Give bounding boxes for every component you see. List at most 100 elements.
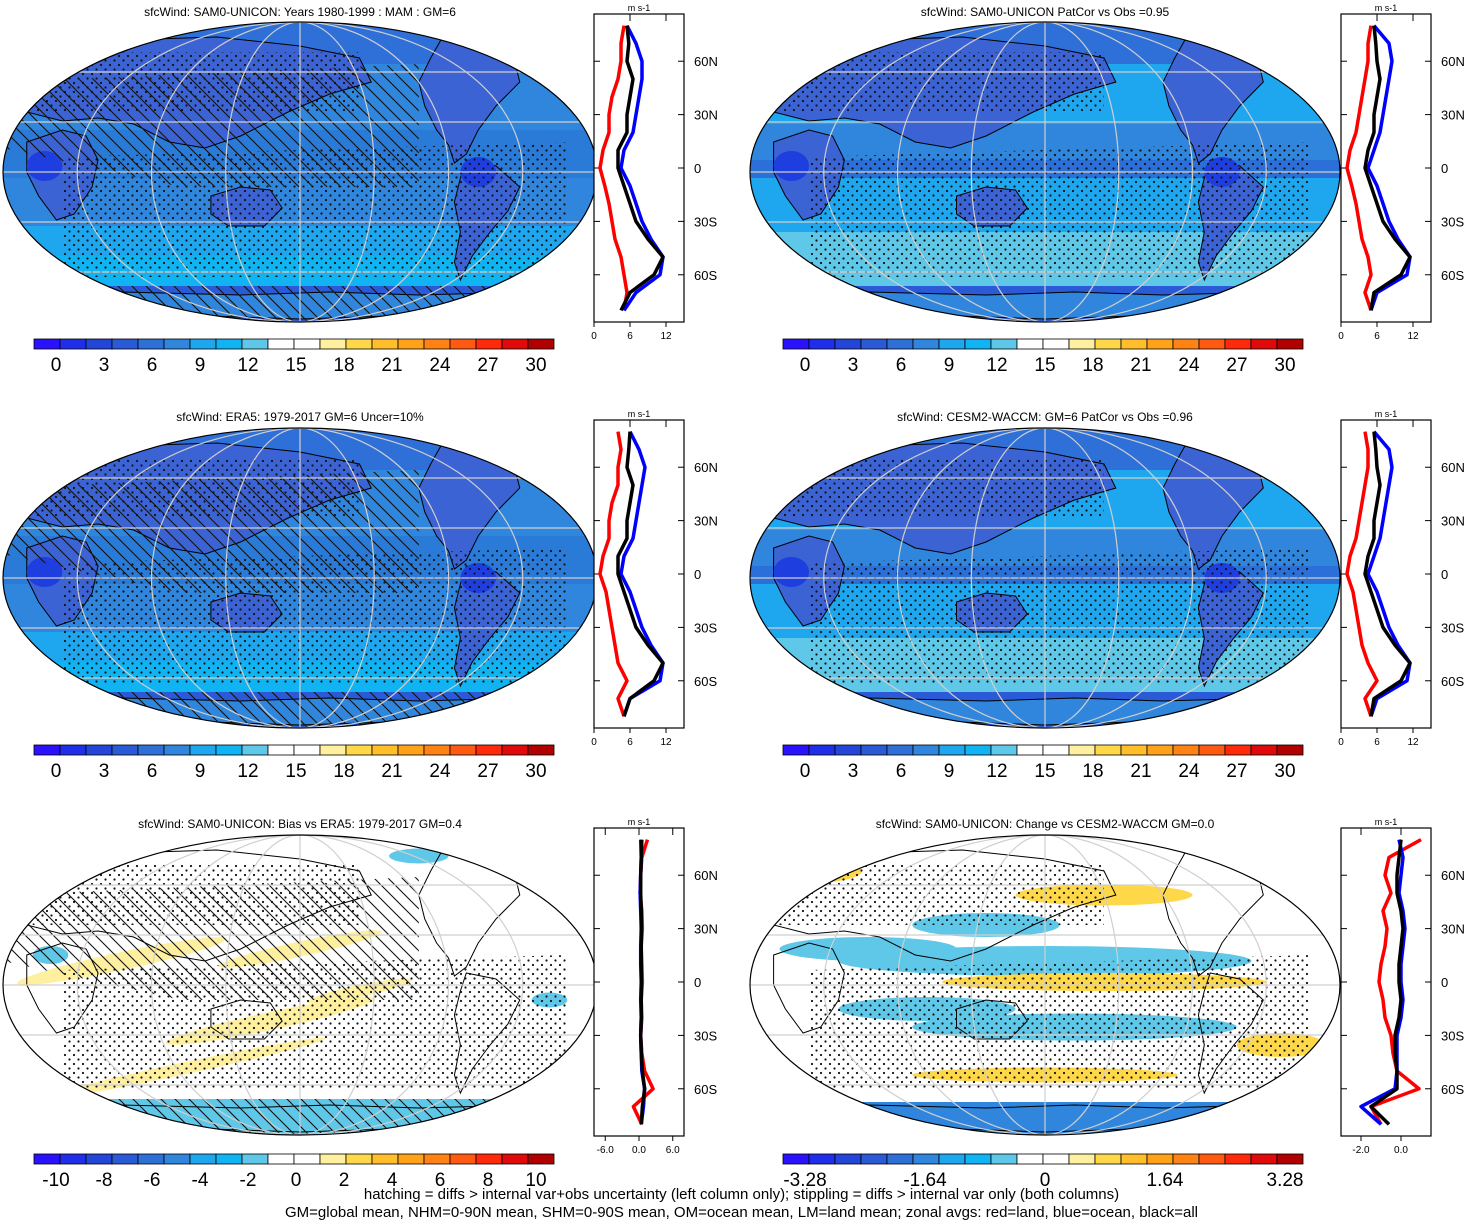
colorbar-swatch	[782, 744, 810, 756]
low-wind-congo	[773, 151, 809, 181]
colorbar-tick-label: 24	[1178, 355, 1200, 376]
zonal-x-tick-label: 12	[660, 737, 672, 748]
colorbar-tick-label: 8	[483, 1170, 494, 1191]
zonal-x-tick-label: 12	[660, 331, 672, 342]
graticule	[750, 835, 1340, 1135]
zonal-x-tick-label: -6.0	[597, 1145, 615, 1156]
zonal-ocean-line	[619, 430, 665, 717]
colorbar-swatch	[423, 1153, 451, 1165]
zonal-average-plot: m s-1 0 6 12 60N 30N 0 30S 60S	[591, 3, 718, 342]
zonal-x-tick-label: 6	[627, 331, 633, 342]
colorbar-swatch	[527, 744, 555, 756]
colorbar-swatch	[111, 744, 139, 756]
colorbar-tick-label: 6	[147, 355, 158, 376]
zonal-latitude-label: 30N	[694, 514, 718, 529]
colorbar: -3.28 -1.64 0 1.64 3.28	[782, 1153, 1304, 1191]
colorbar-swatch	[1068, 338, 1096, 350]
colorbar-swatch	[782, 1153, 810, 1165]
colorbar-swatch	[1198, 744, 1226, 756]
colorbar-tick-label: 4	[387, 1170, 398, 1191]
panel-title: sfcWind: SAM0-UNICON PatCor vs Obs =0.95	[921, 5, 1170, 19]
map	[3, 428, 597, 728]
colorbar-swatch	[1250, 1153, 1278, 1165]
zonal-x-tick-label: 0	[1338, 737, 1344, 748]
zonal-x-tick-label: 0	[1338, 331, 1344, 342]
stippling-region	[62, 142, 568, 277]
colorbar-swatch	[189, 1153, 217, 1165]
map	[750, 835, 1340, 1135]
negative-change-patch	[779, 937, 957, 961]
colorbar-swatch	[345, 1153, 373, 1165]
colorbar-swatch	[1042, 1153, 1070, 1165]
colorbar-swatch	[215, 1153, 243, 1165]
zonal-land-line	[598, 25, 629, 311]
colorbar-swatch	[1146, 744, 1174, 756]
graticule	[3, 22, 597, 322]
colorbar-swatch	[990, 1153, 1018, 1165]
meridian-line	[76, 835, 524, 1135]
panel-2: sfcWind: SAM0-UNICON PatCor vs Obs =0.95…	[749, 3, 1465, 376]
continent-greenland	[1256, 843, 1306, 875]
colorbar-swatch	[886, 1153, 914, 1165]
map	[3, 22, 597, 322]
colorbar-tick-label: 21	[1130, 761, 1151, 782]
colorbar-swatch	[860, 744, 888, 756]
colorbar-swatch	[241, 1153, 269, 1165]
colorbar-swatch	[1094, 744, 1122, 756]
colorbar-tick-label: -4	[192, 1170, 209, 1191]
colorbar-swatch	[527, 1153, 555, 1165]
continent-greenland	[513, 436, 563, 468]
colorbar-tick-label: -6	[144, 1170, 161, 1191]
stippling-region	[62, 955, 568, 1090]
zonal-latitude-label: 60S	[1441, 268, 1464, 283]
colorbar-swatch	[886, 338, 914, 350]
colorbar-swatch	[834, 338, 862, 350]
colorbar-tick-label: -3.28	[783, 1170, 826, 1191]
colorbar-swatch	[1094, 1153, 1122, 1165]
zonal-x-tick-label: 6	[1374, 737, 1380, 748]
colorbar-swatch	[938, 338, 966, 350]
colorbar-tick-label: 18	[1082, 355, 1103, 376]
zonal-x-tick-label: -2.0	[1352, 1145, 1370, 1156]
stippling-region	[32, 52, 360, 112]
colorbar-tick-label: 21	[381, 355, 402, 376]
panel-title: sfcWind: ERA5: 1979-2017 GM=6 Uncer=10%	[176, 410, 424, 424]
zonal-average-plot: m s-1 0 6 12 60N 30N 0 30S 60S	[1338, 3, 1465, 342]
colorbar-tick-label: 0	[800, 355, 811, 376]
zonal-all-line	[1369, 839, 1405, 1126]
colorbar-swatch	[319, 744, 347, 756]
zonal-latitude-label: 60N	[694, 54, 718, 69]
colorbar-tick-label: 30	[1274, 761, 1295, 782]
colorbar-tick-label: 27	[1226, 355, 1247, 376]
colorbar-tick-label: 12	[986, 761, 1007, 782]
colorbar-tick-label: 24	[429, 761, 451, 782]
meridian-line	[896, 835, 1194, 1135]
colorbar-swatch	[267, 744, 295, 756]
meridian-line	[150, 835, 450, 1135]
colorbar-swatch	[449, 338, 477, 350]
zonal-land-line	[1345, 25, 1373, 311]
colorbar-tick-label: 15	[285, 761, 306, 782]
zonal-unit-label: m s-1	[1375, 409, 1398, 419]
colorbar-tick-label: 30	[1274, 355, 1295, 376]
zonal-latitude-label: 30S	[1441, 214, 1464, 229]
colorbar-swatch	[85, 338, 113, 350]
zonal-latitude-label: 60N	[1441, 460, 1465, 475]
zonal-average-plot: m s-1 0 6 12 60N 30N 0 30S 60S	[1338, 409, 1465, 748]
zonal-average-plot: m s-1 0 6 12 60N 30N 0 30S 60S	[591, 409, 718, 748]
zonal-land-line	[598, 431, 629, 717]
colorbar-swatch	[1198, 1153, 1226, 1165]
panel-4: sfcWind: CESM2-WACCM: GM=6 PatCor vs Obs…	[749, 409, 1465, 782]
colorbar-swatch	[1276, 1153, 1304, 1165]
colorbar-swatch	[267, 1153, 295, 1165]
meridian-line	[823, 428, 1267, 728]
footer-note-means: GM=global mean, NHM=0-90N mean, SHM=0-90…	[284, 1204, 1198, 1221]
colorbar-tick-label: 6	[147, 761, 158, 782]
zonal-x-tick-label: 6.0	[666, 1145, 680, 1156]
zonal-latitude-label: 60N	[1441, 54, 1465, 69]
colorbar: 0 3 6 9 12 15 18 21 24 27 30	[33, 744, 555, 782]
colorbar-tick-label: 18	[333, 355, 354, 376]
colorbar-tick-label: 0	[51, 761, 62, 782]
colorbar-swatch	[163, 744, 191, 756]
